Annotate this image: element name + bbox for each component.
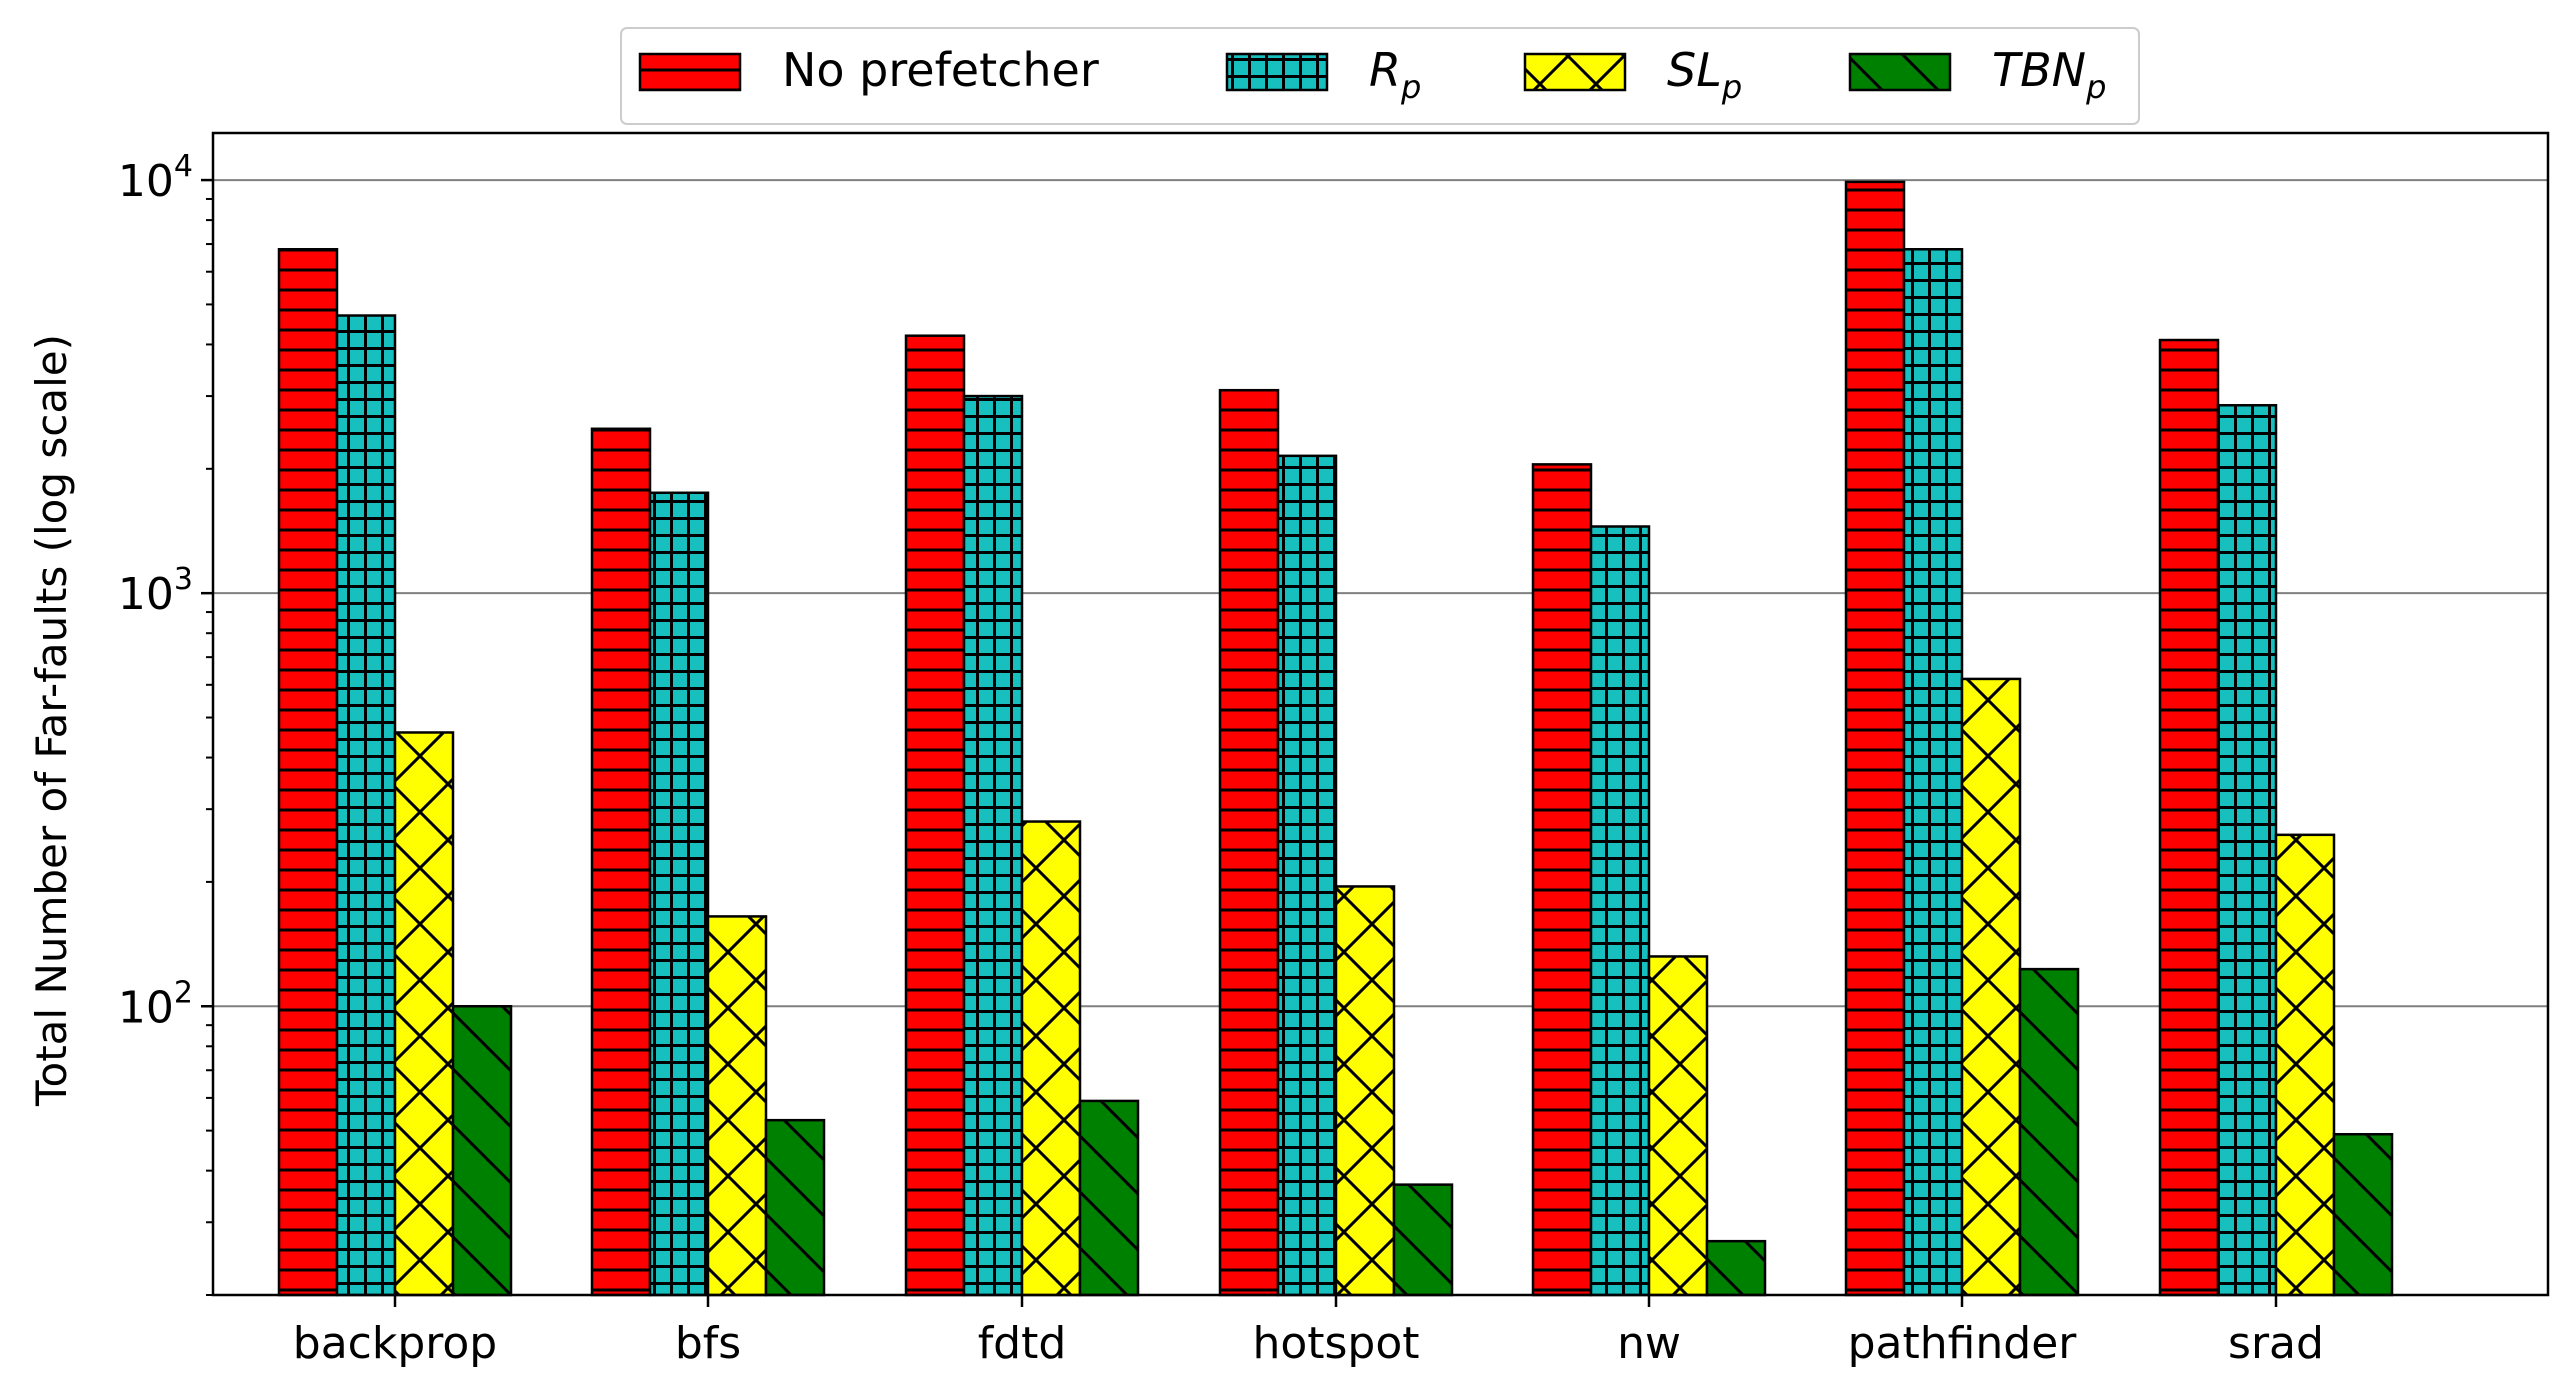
bar-hotspot-2 <box>1276 454 1338 1297</box>
bar-nw-3 <box>1647 955 1709 1297</box>
bar-hotspot-3 <box>1334 885 1396 1297</box>
legend: No prefetcher Rp SLp TBNp <box>620 27 2140 125</box>
legend-swatch-1 <box>638 52 742 92</box>
bar-fdtd-3 <box>1020 820 1082 1297</box>
x-tick-label-srad: srad <box>2228 1318 2324 1369</box>
legend-label-3: SLp <box>1667 43 1742 106</box>
x-tick-label-nw: nw <box>1617 1318 1681 1369</box>
legend-label-subscript: p <box>1721 68 1742 106</box>
legend-swatch-4 <box>1848 52 1952 92</box>
legend-label-base: R <box>1369 43 1401 97</box>
bars <box>277 180 2394 1297</box>
legend-label-base: No prefetcher <box>782 43 1099 97</box>
legend-frame <box>620 27 2140 125</box>
bar-pathfinder-3 <box>1960 677 2022 1297</box>
bar-backprop-2 <box>335 314 397 1297</box>
bar-srad-3 <box>2274 833 2336 1297</box>
bar-pathfinder-2 <box>1902 248 1964 1297</box>
y-tick-label: 104 <box>118 149 193 207</box>
y-tick-label: 102 <box>118 975 193 1033</box>
bar-hotspot-4 <box>1392 1183 1454 1297</box>
bar-bfs-4 <box>764 1118 826 1297</box>
y-tick-label: 103 <box>118 562 193 620</box>
y-tick-exponent: 4 <box>174 149 193 184</box>
legend-swatch-2 <box>1225 52 1329 92</box>
legend-label-base: TBN <box>1992 43 2086 97</box>
x-tick-label-bfs: bfs <box>675 1318 741 1369</box>
bar-backprop-4 <box>451 1005 513 1297</box>
bar-backprop-1 <box>277 248 339 1297</box>
bar-nw-2 <box>1589 525 1651 1297</box>
legend-swatch-3 <box>1523 52 1627 92</box>
bar-hotspot-1 <box>1218 388 1280 1297</box>
bar-bfs-2 <box>648 491 710 1297</box>
x-axis: backprop bfs fdtd hotspot nw pathfinder srad <box>293 1295 2324 1369</box>
y-tick-exponent: 3 <box>174 562 193 597</box>
bar-fdtd-4 <box>1078 1099 1140 1297</box>
y-tick-base: 10 <box>118 982 174 1033</box>
y-axis-label: Total Number of Far-faults (log scale) <box>27 334 76 1107</box>
y-tick-exponent: 2 <box>174 975 193 1010</box>
bar-srad-4 <box>2332 1132 2394 1297</box>
bar-backprop-3 <box>393 731 455 1297</box>
y-tick-base: 10 <box>118 569 174 620</box>
legend-label-4: TBNp <box>1992 43 2106 106</box>
y-tick-base: 10 <box>118 156 174 207</box>
plot-frame <box>211 131 2550 1297</box>
bar-fdtd-2 <box>962 394 1024 1297</box>
bar-srad-2 <box>2216 404 2278 1297</box>
bar-bfs-1 <box>590 427 652 1297</box>
legend-label-1: No prefetcher <box>782 43 1099 97</box>
legend-label-base: SL <box>1667 43 1722 97</box>
x-tick-label-hotspot: hotspot <box>1252 1318 1419 1369</box>
bar-bfs-3 <box>706 915 768 1297</box>
bar-pathfinder-1 <box>1844 180 1906 1297</box>
bar-pathfinder-4 <box>2018 967 2080 1297</box>
legend-label-subscript: p <box>2085 68 2106 106</box>
x-tick-label-fdtd: fdtd <box>978 1318 1067 1369</box>
bar-nw-4 <box>1705 1239 1767 1297</box>
x-tick-label-pathfinder: pathfinder <box>1848 1318 2078 1369</box>
legend-label-subscript: p <box>1400 68 1421 106</box>
bar-nw-1 <box>1531 463 1593 1297</box>
bar-srad-1 <box>2158 338 2220 1297</box>
bar-fdtd-1 <box>904 334 966 1297</box>
legend-label-2: Rp <box>1369 43 1421 106</box>
x-tick-label-backprop: backprop <box>293 1318 497 1369</box>
